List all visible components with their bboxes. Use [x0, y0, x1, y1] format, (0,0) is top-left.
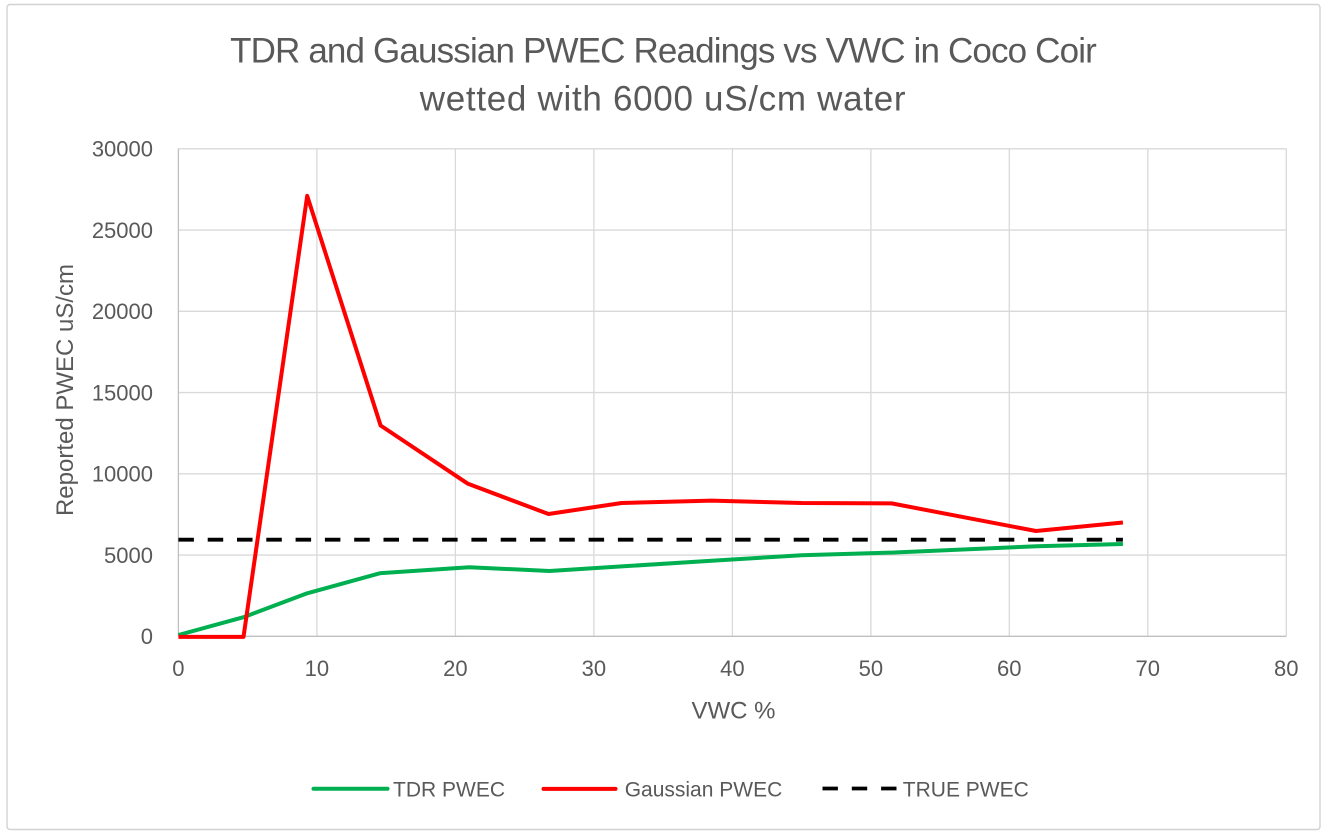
svg-text:25000: 25000 [92, 218, 153, 243]
svg-text:10000: 10000 [92, 462, 153, 487]
svg-text:60: 60 [997, 656, 1021, 681]
svg-text:20000: 20000 [92, 299, 153, 324]
svg-text:30000: 30000 [92, 137, 153, 162]
svg-text:TDR PWEC: TDR PWEC [393, 779, 505, 802]
svg-text:wetted with 6000 uS/cm water: wetted with 6000 uS/cm water [419, 79, 907, 118]
svg-text:70: 70 [1136, 656, 1160, 681]
svg-text:0: 0 [172, 656, 184, 681]
svg-text:TRUE PWEC: TRUE PWEC [903, 779, 1029, 802]
svg-text:Reported PWEC uS/cm: Reported PWEC uS/cm [52, 264, 79, 516]
svg-text:TDR and Gaussian PWEC Readings: TDR and Gaussian PWEC Readings vs VWC in… [230, 32, 1097, 71]
svg-text:0: 0 [141, 624, 153, 649]
svg-text:50: 50 [859, 656, 883, 681]
svg-text:5000: 5000 [104, 543, 153, 568]
svg-text:15000: 15000 [92, 380, 153, 405]
svg-text:20: 20 [443, 656, 467, 681]
svg-text:80: 80 [1274, 656, 1298, 681]
svg-text:VWC %: VWC % [692, 698, 776, 725]
svg-text:Gaussian PWEC: Gaussian PWEC [625, 779, 783, 802]
svg-text:10: 10 [305, 656, 329, 681]
svg-text:30: 30 [582, 656, 606, 681]
svg-text:40: 40 [720, 656, 744, 681]
